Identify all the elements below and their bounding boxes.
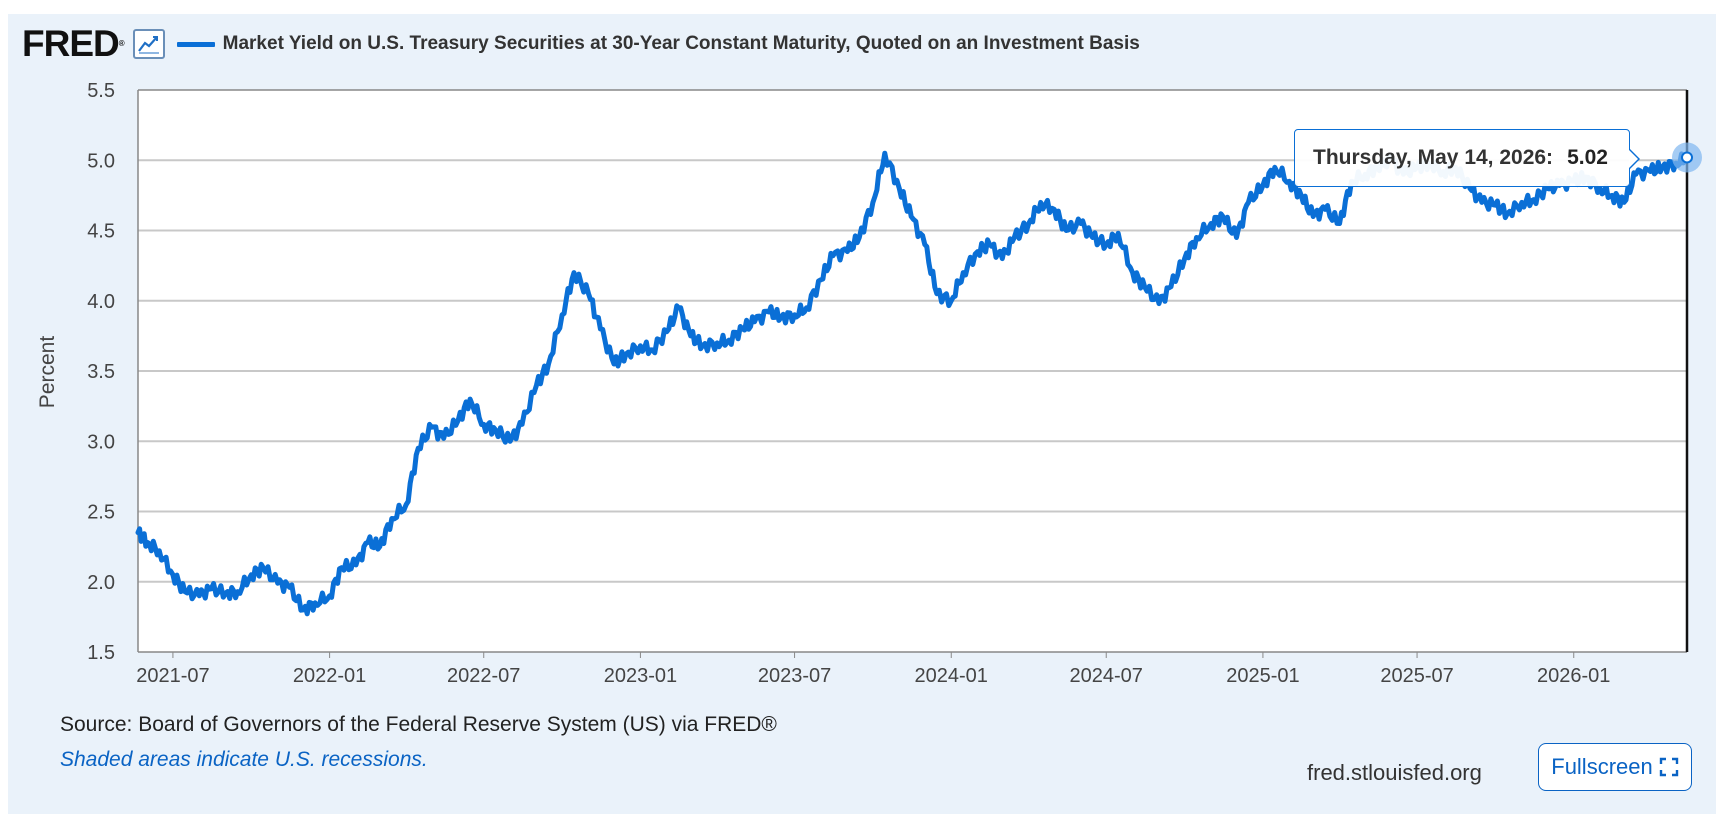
y-tick-label: 3.5 bbox=[87, 361, 115, 383]
source-text: Source: Board of Governors of the Federa… bbox=[60, 713, 777, 736]
tooltip-date: Thursday, May 14, 2026: bbox=[1313, 146, 1554, 169]
y-tick-label: 3.0 bbox=[87, 431, 115, 453]
x-tick-label: 2025-01 bbox=[1226, 665, 1299, 687]
y-tick-label: 2.0 bbox=[87, 572, 115, 594]
x-tick-label: 2022-07 bbox=[447, 665, 520, 687]
x-tick-label: 2021-07 bbox=[136, 665, 209, 687]
fullscreen-expand-icon bbox=[1659, 757, 1679, 777]
legend-swatch bbox=[176, 41, 215, 47]
legend-label: Market Yield on U.S. Treasury Securities… bbox=[222, 33, 1140, 54]
y-tick-label: 4.0 bbox=[87, 291, 115, 313]
hover-tooltip: Thursday, May 14, 2026: 5.02 bbox=[1294, 129, 1640, 187]
site-link[interactable]: fred.stlouisfed.org bbox=[1307, 760, 1482, 785]
fullscreen-button[interactable]: Fullscreen bbox=[1538, 743, 1692, 791]
line-chart-icon[interactable] bbox=[132, 29, 165, 59]
x-tick-label: 2026-01 bbox=[1537, 665, 1610, 687]
y-tick-label: 5.5 bbox=[87, 80, 115, 102]
chart-header: FRED® Market Yield on U.S. Treasury Secu… bbox=[22, 23, 1140, 64]
fred-logo[interactable]: FRED® bbox=[22, 23, 125, 64]
y-axis-label: Percent bbox=[36, 335, 59, 409]
x-tick-label: 2023-07 bbox=[758, 665, 831, 687]
y-tick-label: 5.0 bbox=[87, 150, 115, 172]
x-tick-label: 2024-01 bbox=[915, 665, 988, 687]
x-tick-label: 2025-07 bbox=[1380, 665, 1453, 687]
x-tick-label: 2023-01 bbox=[604, 665, 677, 687]
y-tick-label: 1.5 bbox=[87, 642, 115, 664]
hover-marker bbox=[1681, 151, 1693, 164]
y-tick-label: 4.5 bbox=[87, 221, 115, 243]
y-tick-label: 2.5 bbox=[87, 502, 115, 524]
x-tick-label: 2024-07 bbox=[1070, 665, 1143, 687]
x-tick-label: 2022-01 bbox=[293, 665, 366, 687]
fullscreen-label: Fullscreen bbox=[1551, 754, 1653, 779]
tooltip-value: 5.02 bbox=[1567, 146, 1608, 169]
recession-note: Shaded areas indicate U.S. recessions. bbox=[60, 748, 428, 771]
